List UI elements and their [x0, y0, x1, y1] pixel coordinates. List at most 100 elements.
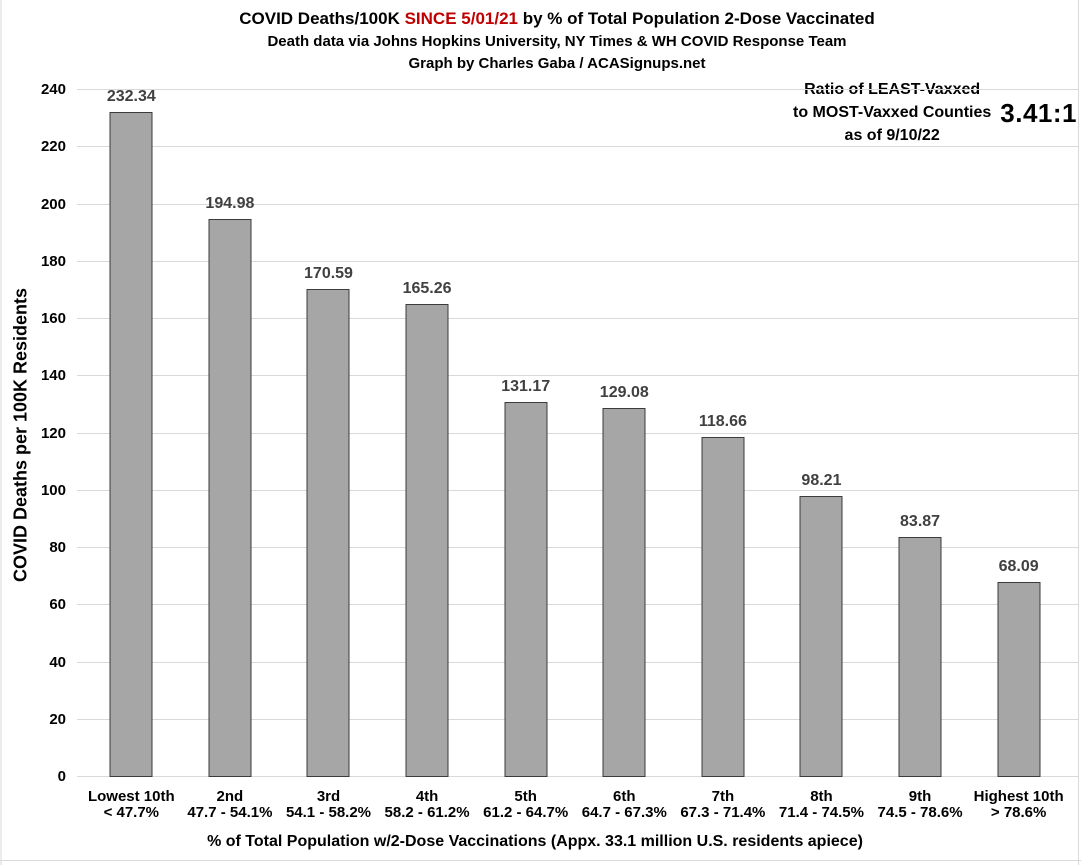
y-tick-label-60: 60	[49, 596, 66, 614]
bar-value-label-3: 170.59	[304, 264, 353, 282]
y-tick-label-220: 220	[40, 138, 66, 156]
x-category-name-3: 3rd	[316, 788, 341, 805]
plot-area: 232.34 194.98 170.59 165.26 131.17 129.08 118.…	[77, 87, 1078, 777]
chart-left-edge	[0, 0, 2, 865]
chart-subtitle: Death data via Johns Hopkins University,…	[267, 33, 847, 50]
x-category-label-5: 5th 61.2 - 64.7%	[476, 789, 575, 821]
bar-value-label-7: 118.66	[698, 413, 747, 431]
chart-title-prefix: COVID Deaths/100K	[239, 9, 405, 28]
gridline-220	[77, 146, 1078, 148]
gridline-0	[77, 776, 1078, 777]
bar-value-label-10: 68.09	[998, 558, 1039, 576]
x-category-label-7: 7th 67.3 - 71.4%	[674, 789, 773, 821]
x-category-label-8: 8th 71.4 - 74.5%	[772, 789, 871, 821]
x-category-range-2: 47.7 - 54.1%	[187, 804, 273, 821]
x-category-label-2: 2nd 47.7 - 54.1%	[181, 789, 280, 821]
y-tick-label-100: 100	[40, 481, 66, 499]
gridline-40	[77, 661, 1078, 663]
x-category-range-1: < 47.7%	[103, 804, 160, 821]
bar-value-label-5: 131.17	[501, 377, 551, 395]
bar-value-label-4: 165.26	[402, 279, 452, 297]
bar-10	[997, 582, 1041, 777]
bar-9	[898, 536, 942, 777]
bar-slot-6: 129.08	[575, 90, 674, 777]
ratio-annotation-line3: as of 9/10/22	[844, 127, 940, 144]
bar-1	[109, 111, 153, 777]
y-tick-label-120: 120	[40, 424, 66, 442]
bar-slot-9: 83.87	[871, 90, 970, 777]
chart-right-edge	[1078, 0, 1079, 865]
gridline-80	[77, 547, 1078, 548]
x-category-range-5: 61.2 - 64.7%	[483, 804, 569, 821]
x-category-range-6: 64.7 - 67.3%	[581, 804, 667, 821]
bar-8	[799, 495, 843, 777]
chart-header: COVID Deaths/100K SINCE 5/01/21 by % of …	[35, 7, 1079, 75]
x-category-name-7: 7th	[711, 788, 735, 805]
gridline-60	[77, 604, 1078, 606]
ratio-annotation-line2: to MOST-Vaxxed Counties	[793, 104, 992, 121]
bar-slot-1: 232.34	[82, 87, 181, 777]
bar-slot-4: 165.26	[378, 90, 477, 777]
chart-title-highlight: SINCE 5/01/21	[404, 9, 518, 28]
x-category-name-8: 8th	[810, 788, 833, 805]
gridline-160	[77, 318, 1078, 319]
x-category-range-8: 71.4 - 74.5%	[778, 804, 864, 821]
chart-bottom-edge	[0, 860, 1081, 861]
y-tick-label-200: 200	[40, 195, 66, 213]
x-category-name-4: 4th	[415, 788, 439, 805]
y-tick-label-80: 80	[49, 539, 66, 556]
bar-6	[602, 407, 646, 777]
y-tick-label-160: 160	[40, 310, 66, 327]
gridline-180	[77, 260, 1078, 262]
gridline-20	[77, 718, 1078, 720]
bar-3	[306, 288, 350, 777]
chart-credit: Graph by Charles Gaba / ACASignups.net	[408, 55, 706, 72]
x-category-label-1: Lowest 10th < 47.7%	[82, 789, 181, 821]
x-category-label-4: 4th 58.2 - 61.2%	[378, 789, 477, 821]
bar-slot-5: 131.17	[476, 90, 575, 777]
x-category-name-5: 5th	[514, 788, 537, 805]
x-axis-category-labels: Lowest 10th < 47.7% 2nd 47.7 - 54.1% 3rd 54.1…	[82, 789, 1068, 821]
bar-value-label-6: 129.08	[599, 383, 649, 401]
x-category-range-10: > 78.6%	[990, 804, 1047, 821]
x-category-name-9: 9th	[908, 788, 932, 805]
gridline-200	[77, 203, 1078, 205]
ratio-annotation-text: Ratio of LEAST-Vaxxed to MOST-Vaxxed Cou…	[793, 78, 991, 147]
x-category-label-9: 9th 74.5 - 78.6%	[871, 789, 970, 821]
x-category-range-3: 54.1 - 58.2%	[285, 804, 372, 821]
x-category-name-10: Highest 10th	[973, 788, 1064, 805]
bar-slot-3: 170.59	[279, 90, 378, 777]
bar-value-label-9: 83.87	[900, 512, 941, 530]
gridline-120	[77, 432, 1078, 434]
bar-slot-10: 68.09	[969, 90, 1068, 777]
bar-4	[405, 303, 449, 777]
x-category-label-3: 3rd 54.1 - 58.2%	[279, 789, 378, 821]
x-category-label-6: 6th 64.7 - 67.3%	[575, 789, 674, 821]
ratio-annotation: Ratio of LEAST-Vaxxed to MOST-Vaxxed Cou…	[793, 78, 1077, 147]
bar-slot-7: 118.66	[674, 90, 773, 777]
y-tick-label-240: 240	[40, 81, 66, 98]
y-tick-label-140: 140	[40, 367, 66, 385]
y-tick-label-40: 40	[49, 653, 66, 671]
bar-value-label-8: 98.21	[801, 471, 842, 489]
x-category-label-10: Highest 10th > 78.6%	[969, 789, 1068, 821]
x-category-range-4: 58.2 - 61.2%	[384, 804, 470, 821]
gridline-240	[77, 89, 1078, 90]
x-category-range-7: 67.3 - 71.4%	[680, 804, 766, 821]
bar-slot-2: 194.98	[181, 90, 280, 777]
ratio-value: 3.41:1	[1000, 97, 1077, 128]
gridline-100	[77, 489, 1078, 491]
chart-title-suffix: by % of Total Population 2-Dose Vaccinat…	[518, 9, 875, 28]
bar-slot-8: 98.21	[772, 90, 871, 777]
bar-5	[504, 401, 548, 777]
y-tick-label-180: 180	[40, 252, 66, 270]
bar-value-label-2: 194.98	[205, 194, 255, 212]
bar-7	[701, 437, 745, 777]
y-tick-label-20: 20	[49, 710, 66, 728]
chart-title: COVID Deaths/100K SINCE 5/01/21 by % of …	[35, 7, 1079, 31]
x-category-name-6: 6th	[613, 788, 636, 805]
x-category-name-1: Lowest 10th	[87, 788, 175, 805]
x-axis-title: % of Total Population w/2-Dose Vaccinati…	[207, 833, 863, 850]
bar-value-label-1: 232.34	[106, 87, 156, 105]
